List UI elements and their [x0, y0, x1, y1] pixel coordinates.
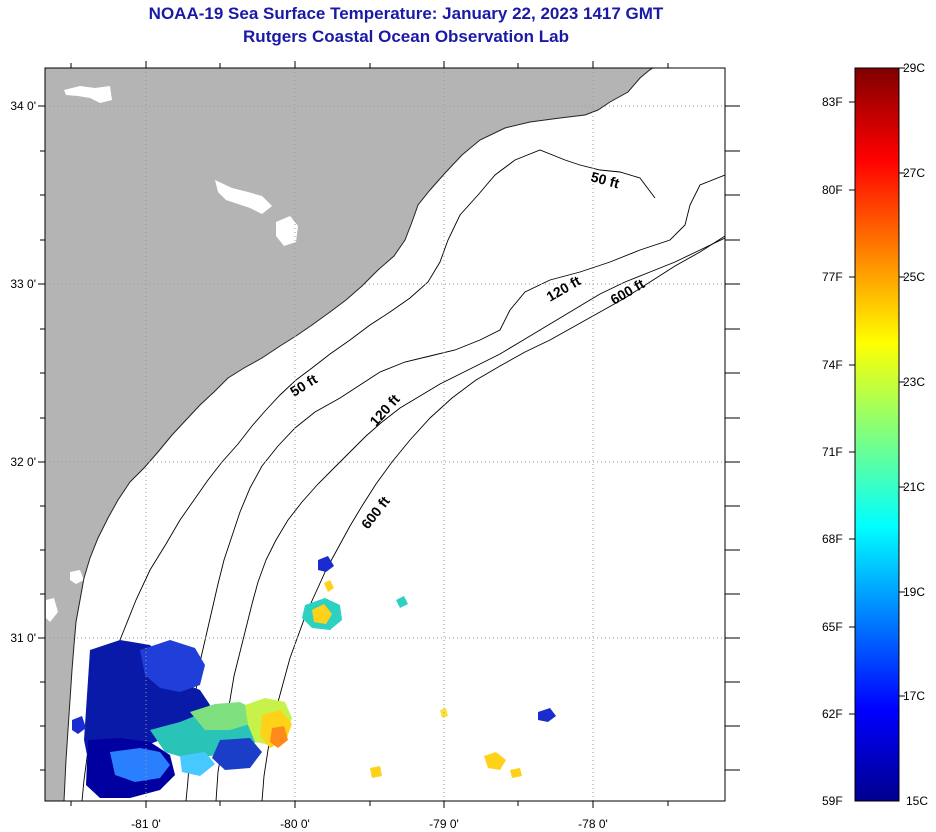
- coastline: [63, 68, 653, 801]
- colorbar-label-17c: 17C: [903, 689, 926, 703]
- colorbar-label-59f: 59F: [822, 794, 843, 808]
- colorbar-label-27c: 27C: [903, 166, 926, 180]
- colorbar-label-21c: 21C: [903, 480, 926, 494]
- map-subtitle: Rutgers Coastal Ocean Observation Lab: [243, 27, 569, 46]
- colorbar-label-29c: 29C: [903, 61, 926, 75]
- lake-1: [64, 86, 112, 103]
- colorbar-label-77f: 77F: [822, 270, 843, 284]
- land-inlet: [45, 740, 66, 772]
- colorbar-label-19c: 19C: [903, 585, 926, 599]
- contour-label-50ft-a: 50 ft: [589, 168, 621, 191]
- colorbar-label-83f: 83F: [822, 95, 843, 109]
- lat-label-32: 32 0': [10, 455, 36, 469]
- lat-label-31: 31 0': [10, 631, 36, 645]
- frame-ticks: [38, 61, 740, 808]
- map-frame: [44, 67, 726, 802]
- colorbar-label-68f: 68F: [822, 532, 843, 546]
- land-mass: [45, 68, 652, 801]
- colorbar: [854, 67, 900, 802]
- colorbar-label-25c: 25C: [903, 270, 926, 284]
- land-cape: [600, 68, 655, 102]
- lake-2: [215, 180, 272, 214]
- lat-label-33: 33 0': [10, 277, 36, 291]
- colorbar-label-65f: 65F: [822, 620, 843, 634]
- lake-5: [70, 570, 84, 584]
- map-title: NOAA-19 Sea Surface Temperature: January…: [148, 4, 664, 23]
- colorbar-ticks: [849, 67, 905, 715]
- contour-50ft-cape: [564, 159, 656, 199]
- colorbar-label-62f: 62F: [822, 707, 843, 721]
- lake-3: [276, 216, 298, 246]
- contour-600ft: [261, 235, 725, 801]
- colorbar-label-15c: 15C: [906, 794, 929, 808]
- contour-50ft: [185, 174, 725, 801]
- sst-data: [72, 556, 556, 798]
- contour-120ft: [215, 237, 725, 801]
- lon-label-81: -81 0': [131, 817, 161, 831]
- lon-label-79: -79 0': [429, 817, 459, 831]
- lake-4: [46, 598, 58, 622]
- lat-label-34: 34 0': [10, 99, 36, 113]
- colorbar-label-71f: 71F: [822, 445, 843, 459]
- colorbar-label-74f: 74F: [822, 358, 843, 372]
- lon-label-78: -78 0': [578, 817, 608, 831]
- lon-label-80: -80 0': [280, 817, 310, 831]
- grid-lines: [45, 68, 725, 801]
- colorbar-label-80f: 80F: [822, 183, 843, 197]
- colorbar-label-23c: 23C: [903, 375, 926, 389]
